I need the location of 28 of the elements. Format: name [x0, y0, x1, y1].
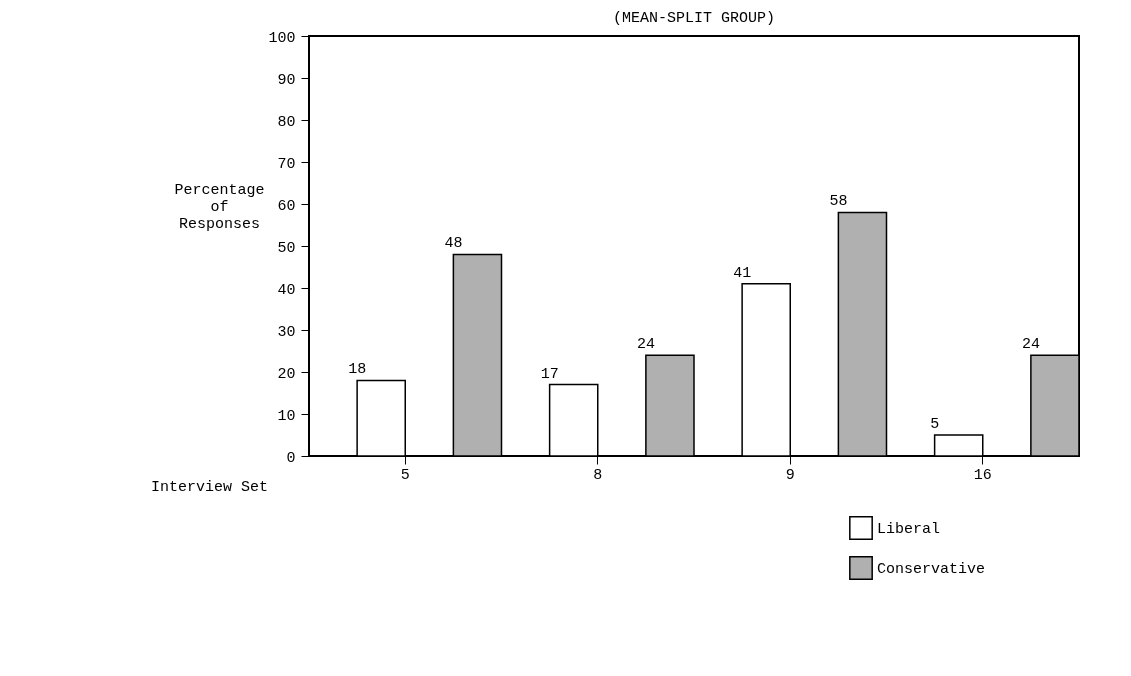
chart-title: (MEAN-SPLIT GROUP) [612, 10, 776, 27]
data-label: 58 [829, 193, 848, 211]
y-tick-label: 10 [277, 407, 296, 425]
data-label: 17 [540, 365, 559, 383]
x-tick-label: 5 [400, 466, 410, 484]
x-axis-title: Interview Set [150, 478, 269, 496]
x-tick-label: 9 [785, 466, 795, 484]
y-tick-label: 20 [277, 365, 296, 383]
y-tick-label: 70 [277, 155, 296, 173]
y-tick-label: 90 [277, 71, 296, 89]
data-label: 48 [444, 235, 463, 253]
y-tick-label: 80 [277, 113, 296, 131]
legend-label: Liberal [877, 521, 941, 538]
x-tick-label: 8 [593, 466, 603, 484]
data-label: 5 [930, 416, 940, 433]
y-tick-label: 0 [286, 449, 296, 467]
y-tick-label: 50 [277, 239, 296, 257]
data-label: 18 [348, 361, 367, 379]
data-label: 24 [636, 336, 655, 354]
data-label: 24 [1021, 336, 1040, 354]
data-label: 41 [733, 264, 752, 282]
y-tick-label: 60 [277, 197, 296, 215]
y-tick-label: 100 [268, 29, 296, 47]
legend-label: Conservative [877, 561, 986, 578]
y-tick-label: 40 [277, 281, 296, 299]
y-axis-title: Percentage of Responses [174, 181, 265, 233]
x-tick-label: 16 [973, 466, 992, 484]
y-tick-label: 30 [277, 323, 296, 341]
